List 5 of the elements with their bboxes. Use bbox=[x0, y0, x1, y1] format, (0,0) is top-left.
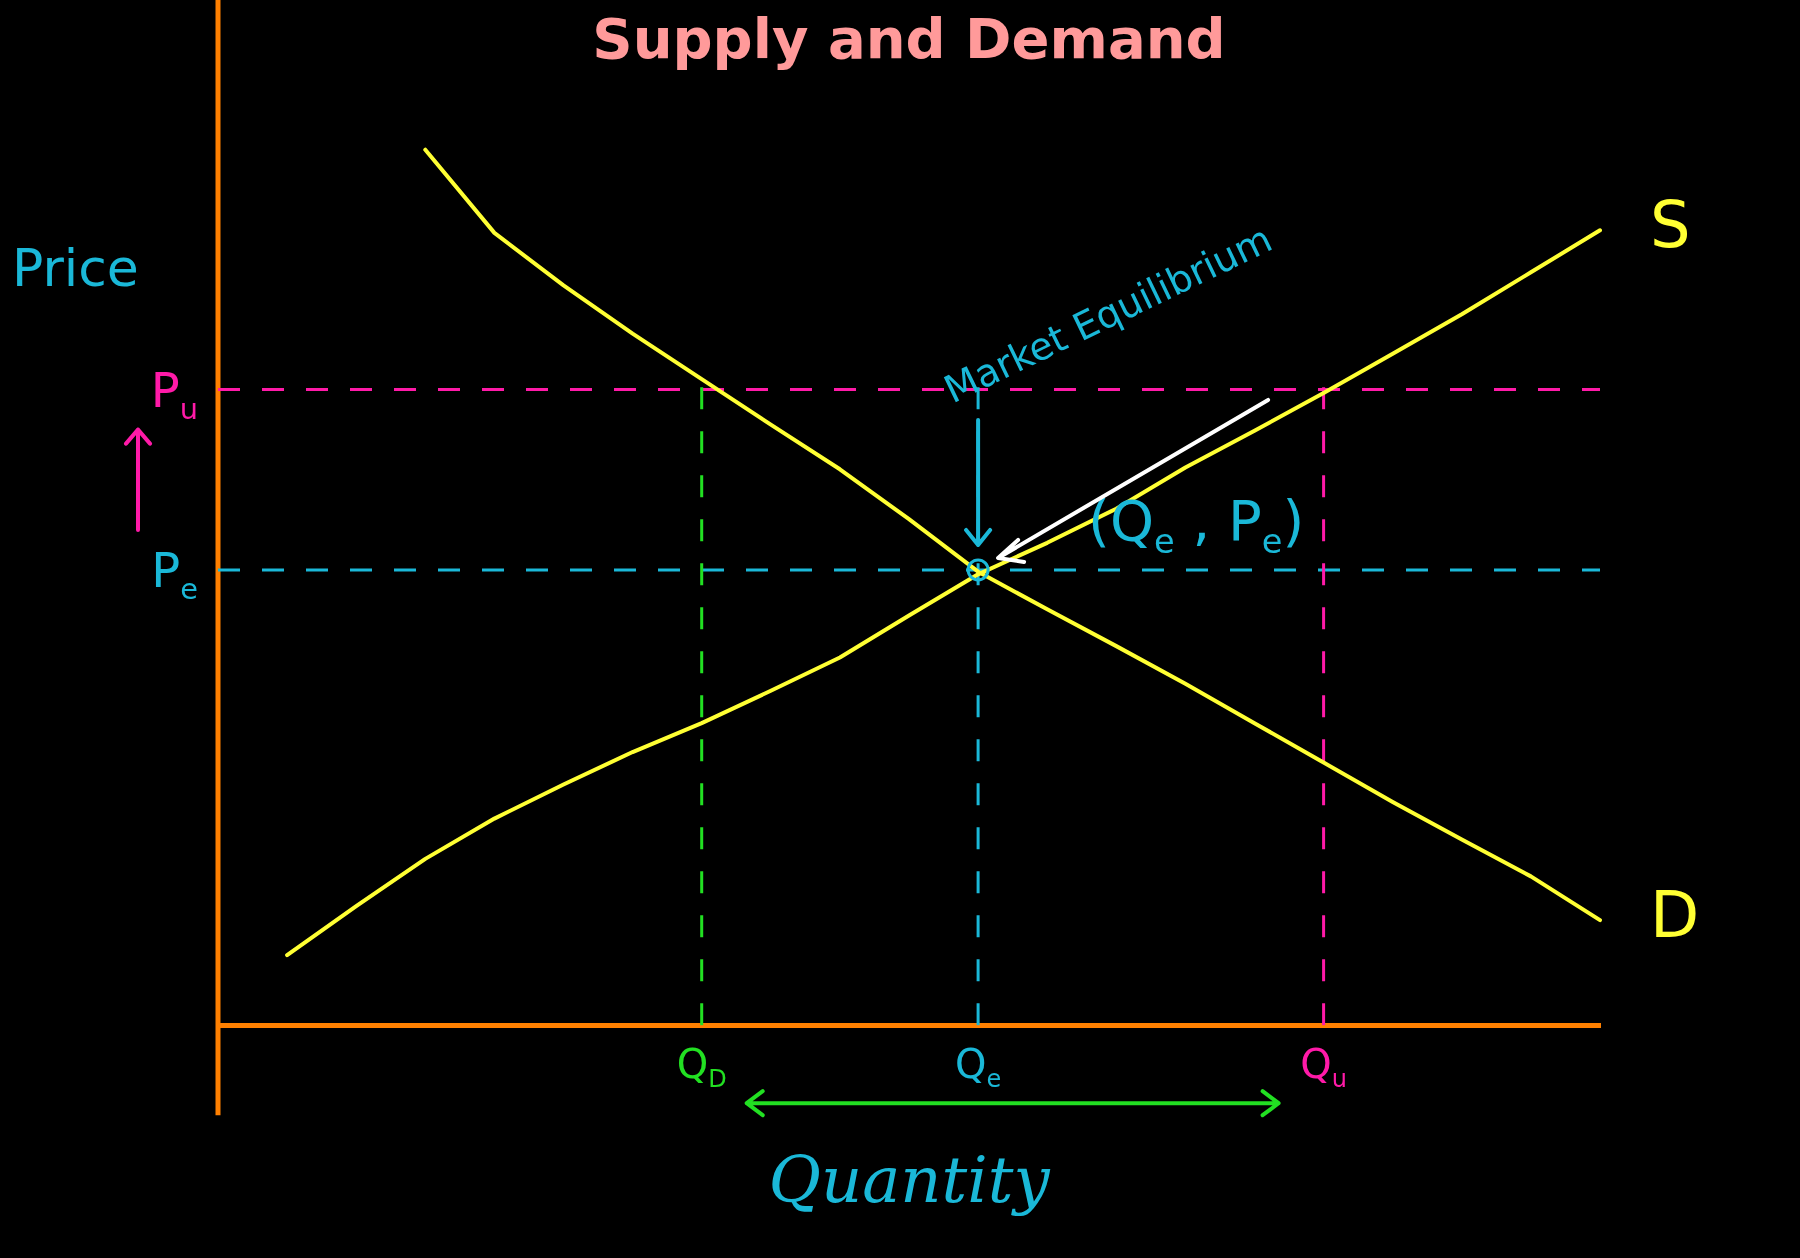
chart-title: Supply and Demand bbox=[592, 6, 1226, 72]
x-axis-title: Quantity bbox=[768, 1143, 1051, 1218]
series-label: S bbox=[1650, 187, 1691, 262]
y-axis-title: Price bbox=[12, 237, 139, 298]
series-label: D bbox=[1650, 877, 1700, 952]
